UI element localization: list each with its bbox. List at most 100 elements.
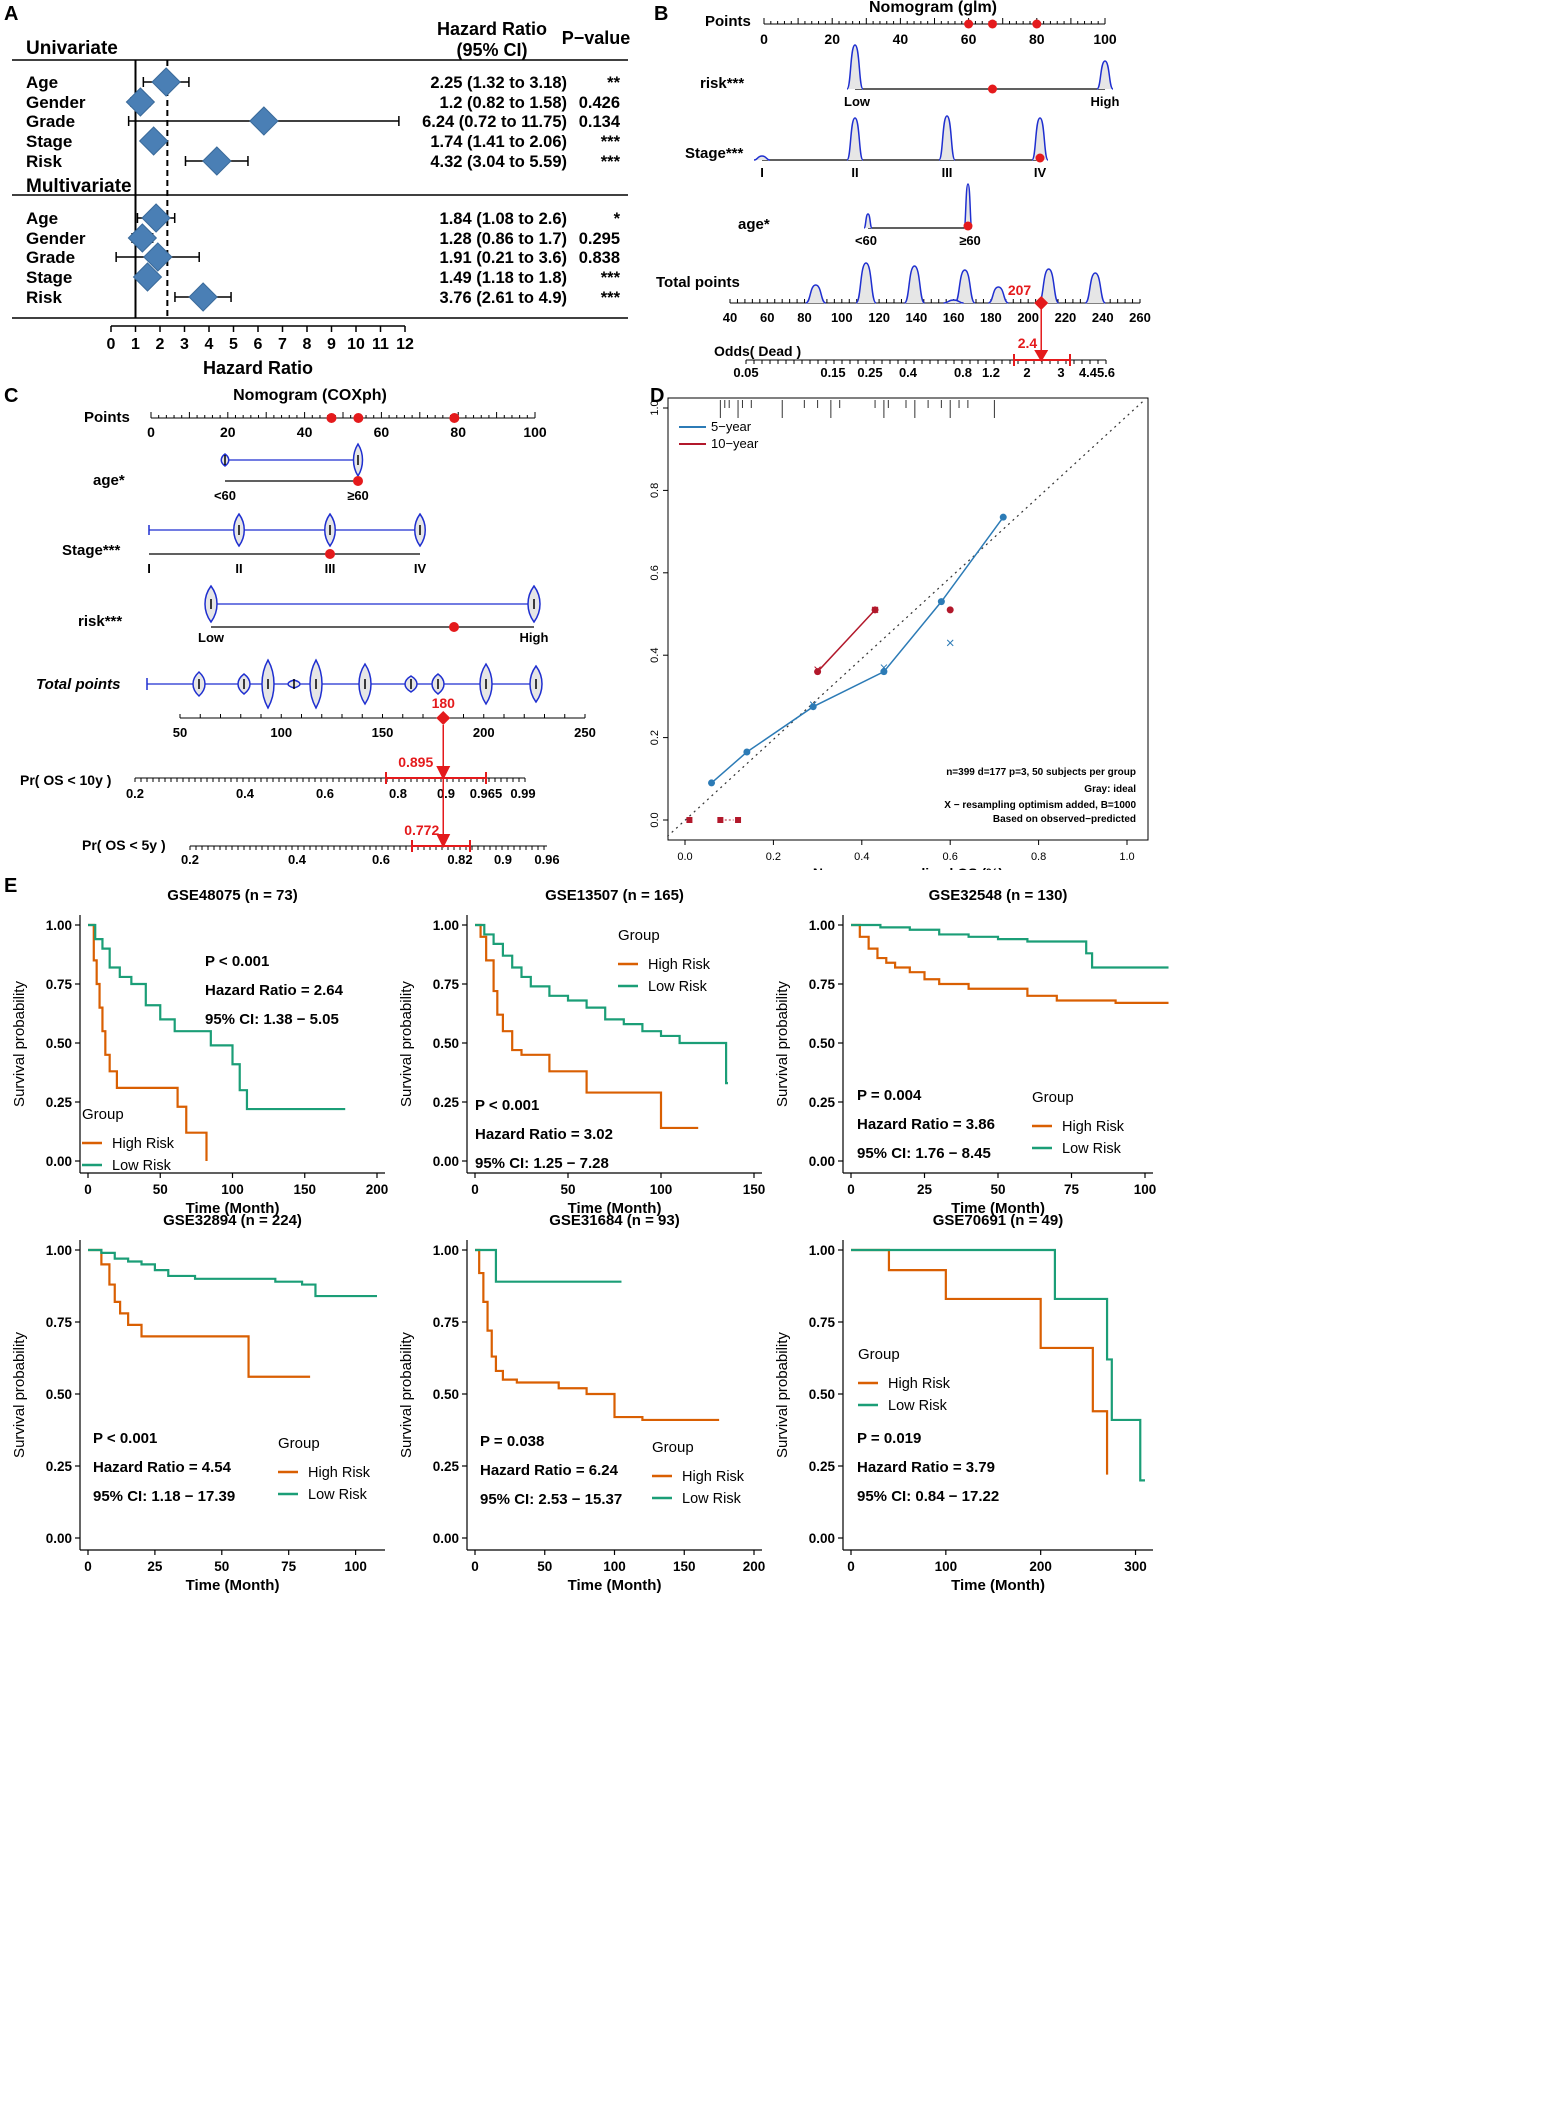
km-ytick-label: 0.50 (809, 1036, 835, 1051)
forest-row-label: Risk (26, 288, 62, 307)
glm-tick-label: 40 (723, 310, 737, 325)
forest-p-value: ** (607, 74, 620, 92)
km-curve-low-risk (88, 923, 346, 1111)
cox-tick-label: IV (414, 561, 427, 576)
km-ytick-label: 0.00 (809, 1154, 835, 1169)
km-legend-label: High Risk (682, 1469, 745, 1485)
forest-section-title: Multivariate (26, 176, 132, 197)
glm-tick-label: 5.6 (1097, 365, 1115, 380)
km-curves: E GSE48075 (n = 73) 0.00 0.25 0.50 0.75 1.00 0 5… (4, 875, 1169, 1594)
forest-diamond (143, 242, 173, 272)
km-ytick-label: 0.25 (809, 1095, 836, 1110)
forest-row-label: Stage (26, 132, 72, 151)
calib-x-marker (880, 664, 888, 671)
km-stat-text: 95% CI: 1.38 − 5.05 (205, 1011, 339, 1028)
km-ylabel: Survival probability (11, 981, 28, 1107)
cox-tick-label: 20 (220, 424, 236, 440)
forest-diamond (132, 262, 163, 292)
glm-row-label: risk*** (700, 75, 744, 92)
glm-tick-label: 180 (980, 310, 1002, 325)
forest-p-value: *** (601, 153, 621, 171)
forest-hr-text: 6.24 (0.72 to 11.75) (422, 113, 567, 131)
glm-tick-label: 160 (943, 310, 965, 325)
cox-title: Nomogram (COXph) (233, 387, 387, 404)
km-ytick-label: 0.75 (433, 1315, 460, 1330)
cox-tick-label: 0.96 (534, 852, 559, 867)
km-xtick-label: 0 (847, 1182, 855, 1197)
calib-point-5 (809, 703, 817, 711)
glm-density (943, 299, 964, 304)
km-stat-text: 95% CI: 1.76 − 8.45 (857, 1145, 991, 1162)
km-ytick-label: 0.50 (46, 1036, 72, 1051)
glm-tick-label: 40 (893, 31, 909, 47)
calib-xtick-label: 1.0 (1119, 851, 1134, 863)
km-ytick-label: 0.25 (809, 1459, 836, 1474)
glm-tick-label: 60 (760, 310, 774, 325)
cox-risk-dot (449, 622, 459, 632)
forest-tick-label: 9 (327, 336, 336, 353)
km-ytick-label: 0.50 (433, 1387, 459, 1402)
cox-tick-label: 200 (473, 725, 495, 740)
km-stat-text: Hazard Ratio = 2.64 (205, 982, 344, 999)
km-xtick-label: 0 (847, 1559, 855, 1574)
km-xtick-label: 100 (935, 1559, 958, 1574)
km-xtick-label: 150 (293, 1182, 316, 1197)
cox-tick-label: 0.82 (447, 852, 472, 867)
glm-density (1037, 268, 1060, 304)
cox-tick-label: <60 (214, 488, 236, 503)
forest-p-value: 0.426 (579, 94, 620, 112)
km-title: GSE32548 (n = 130) (929, 887, 1068, 904)
glm-density (988, 286, 1009, 304)
km-legend-label: Low Risk (888, 1398, 948, 1414)
glm-tick-label: 0.25 (857, 365, 882, 380)
glm-point-dot (987, 19, 997, 29)
calib-point-5 (937, 598, 945, 606)
km-ylabel: Survival probability (398, 981, 415, 1107)
km-ytick-label: 0.25 (433, 1459, 460, 1474)
forest-section-title: Univariate (26, 38, 118, 59)
km-stat-text: Hazard Ratio = 3.02 (475, 1126, 613, 1143)
km-legend-label: Low Risk (682, 1491, 742, 1507)
calib-ytick-label: 0.2 (650, 730, 661, 745)
cox-pr5-arrow (436, 834, 451, 848)
glm-tick-label: III (942, 165, 953, 180)
cox-row-label: Total points (36, 676, 120, 693)
panel-e: E GSE48075 (n = 73) 0.00 0.25 0.50 0.75 1.00 0 5… (0, 870, 1554, 2111)
cox-tick-label: 0.6 (372, 852, 390, 867)
cox-pr10-arrow (436, 766, 451, 780)
km-ytick-label: 1.00 (433, 1243, 459, 1258)
cox-row-label: risk*** (78, 613, 122, 630)
cox-tick-label: 60 (374, 424, 390, 440)
cox-tick-label: 0 (147, 424, 155, 440)
km-curve-high-risk (475, 923, 699, 1130)
km-legend-label: Low Risk (1062, 1141, 1122, 1157)
forest-hr-text: 1.49 (1.18 to 1.8) (440, 269, 567, 287)
calib-legend-label: 10−year (711, 436, 759, 451)
glm-total-value: 207 (1008, 282, 1032, 298)
forest-hr-text: 1.2 (0.82 to 1.58) (440, 94, 567, 112)
km-ytick-label: 1.00 (809, 1243, 835, 1258)
calib-ytick-label: 1.0 (650, 400, 661, 415)
glm-odds-arrow (1034, 350, 1049, 362)
km-xtick-label: 0 (84, 1559, 92, 1574)
km-ytick-label: 0.00 (433, 1154, 459, 1169)
glm-tick-label: 3 (1057, 365, 1064, 380)
forest-diamond (125, 87, 156, 117)
km-legend-title: Group (1032, 1089, 1074, 1106)
km-xtick-label: 0 (84, 1182, 92, 1197)
glm-tick-label: I (760, 165, 764, 180)
calib-x-marker (871, 606, 879, 614)
cox-tick-label: 150 (372, 725, 394, 740)
forest-tick-label: 3 (180, 336, 189, 353)
forest-row-label: Grade (26, 248, 75, 267)
glm-row-label: Stage*** (685, 145, 744, 162)
km-title: GSE31684 (n = 93) (549, 1212, 680, 1229)
km-xtick-label: 300 (1124, 1559, 1147, 1574)
cox-tick-label: 0.9 (494, 852, 512, 867)
cox-tick-label: ≥60 (347, 488, 369, 503)
cox-row-label: age* (93, 472, 125, 489)
km-stat-text: 95% CI: 1.25 − 7.28 (475, 1155, 609, 1172)
glm-density (846, 44, 864, 90)
km-xtick-label: 100 (221, 1182, 244, 1197)
